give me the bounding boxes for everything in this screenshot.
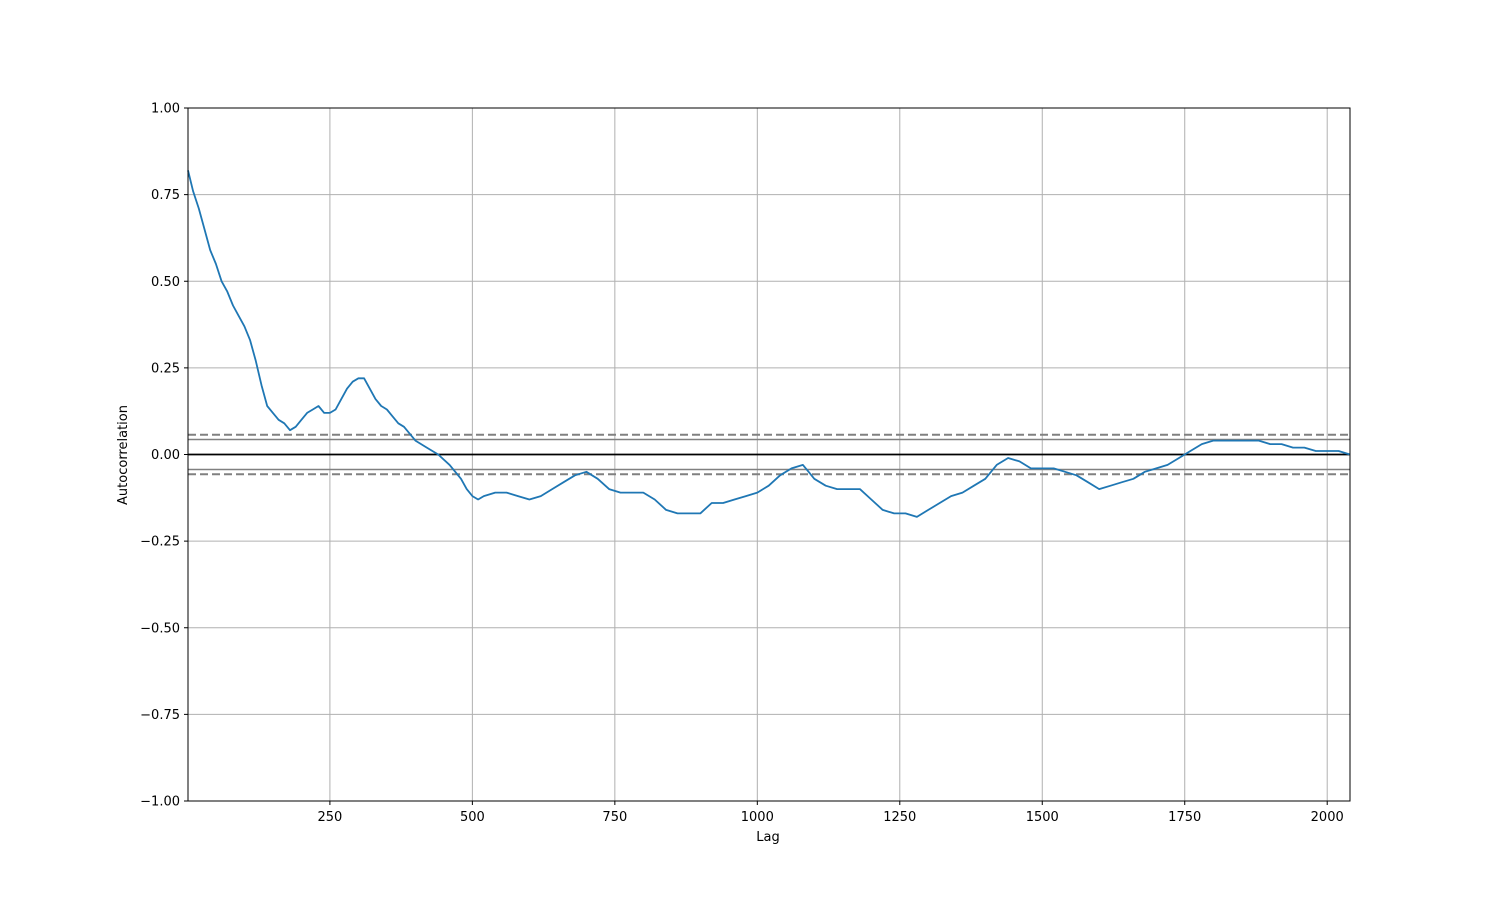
y-tick-label: 0.50: [151, 275, 180, 290]
x-axis-label: Lag: [756, 830, 779, 845]
y-tick-label: −0.50: [140, 621, 180, 636]
y-tick-label: 0.25: [151, 361, 180, 376]
autocorrelation-series-line: [187, 170, 1351, 518]
series-layer: [187, 170, 1351, 518]
x-axis-ticks: 250 500 750 1000 1250 1500 1750 2000: [317, 801, 1344, 825]
y-tick-label: 0.75: [151, 188, 180, 203]
x-tick-label: 1750: [1168, 810, 1201, 825]
y-tick-label: 0.00: [151, 448, 180, 463]
x-tick-label: 1250: [883, 810, 916, 825]
y-tick-label: 1.00: [151, 102, 180, 117]
confidence-lines: [188, 433, 1350, 476]
y-tick-label: −0.75: [140, 708, 180, 723]
y-tick-label: −1.00: [140, 795, 180, 810]
y-axis-ticks: −1.00 −0.75 −0.50 −0.25 0.00 0.25 0.50 0.75 1.00: [140, 102, 188, 810]
x-tick-label: 500: [460, 810, 485, 825]
y-tick-label: −0.25: [140, 535, 180, 550]
x-tick-label: 1000: [741, 810, 774, 825]
x-tick-label: 1500: [1026, 810, 1059, 825]
y-axis-label: Autocorrelation: [116, 405, 131, 505]
x-tick-label: 250: [317, 810, 342, 825]
x-tick-label: 750: [602, 810, 627, 825]
x-tick-label: 2000: [1311, 810, 1344, 825]
